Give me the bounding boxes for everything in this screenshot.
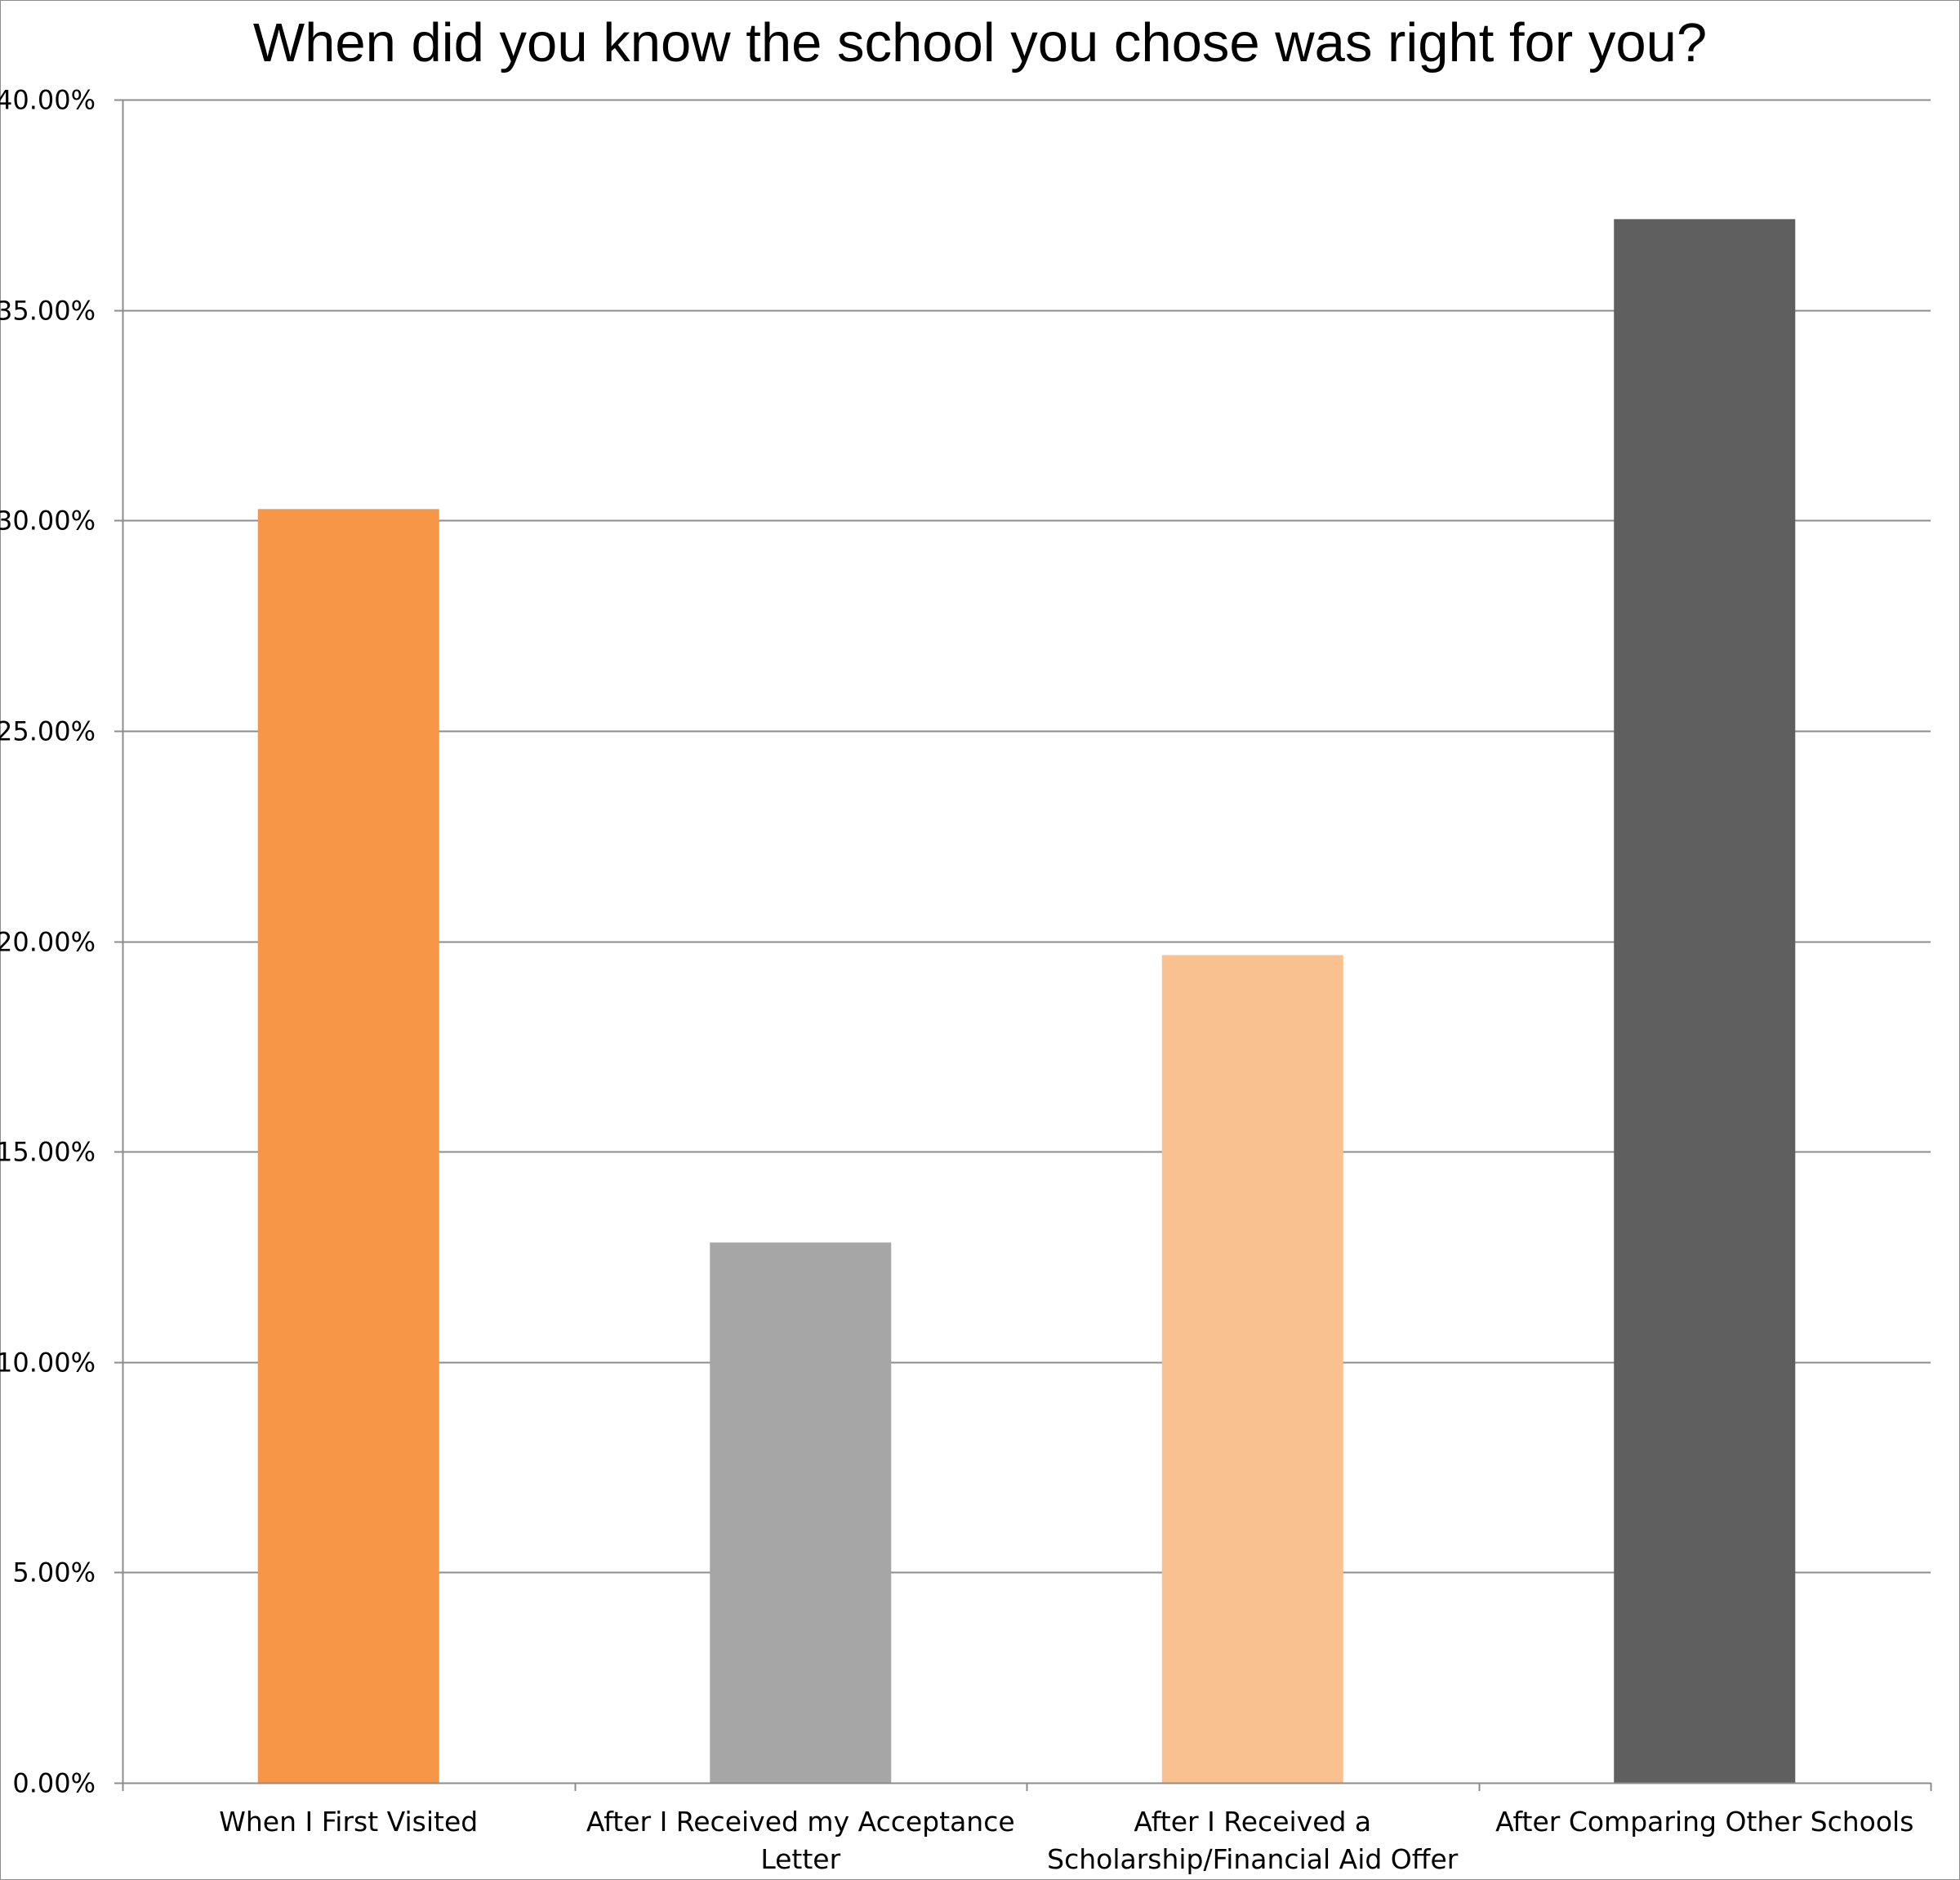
chart-title: When did you know the school you chose w… xyxy=(252,12,1708,74)
x-tick-label: After I Received my Acceptance Letter xyxy=(586,1806,1015,1875)
y-tick-label: 15.00% xyxy=(0,1137,96,1168)
y-tick-label: 20.00% xyxy=(0,927,96,958)
y-tick-label: 35.00% xyxy=(0,296,96,327)
axes xyxy=(114,99,1932,1791)
tick-labels: 0.00% 5.00% 10.00% 15.00% 20.00% 25.00% 30.00%… xyxy=(0,85,1913,1876)
y-tick-label: 0.00% xyxy=(12,1768,96,1799)
y-tick-label: 10.00% xyxy=(0,1348,96,1379)
y-tick-label: 40.00% xyxy=(0,85,96,116)
bars xyxy=(257,219,1796,1783)
x-tick-label: After Comparing Other Schools xyxy=(1495,1806,1913,1838)
x-tick-label: When I First Visited xyxy=(219,1806,478,1838)
y-tick-label: 5.00% xyxy=(12,1557,96,1588)
bar xyxy=(1614,219,1796,1783)
bar xyxy=(257,509,439,1783)
y-tick-label: 30.00% xyxy=(0,506,96,537)
bar xyxy=(1161,955,1343,1783)
bar xyxy=(710,1242,892,1783)
x-tick-label: After I Received a Scholarship/Financial … xyxy=(1047,1806,1459,1875)
y-tick-label: 25.00% xyxy=(0,716,96,747)
